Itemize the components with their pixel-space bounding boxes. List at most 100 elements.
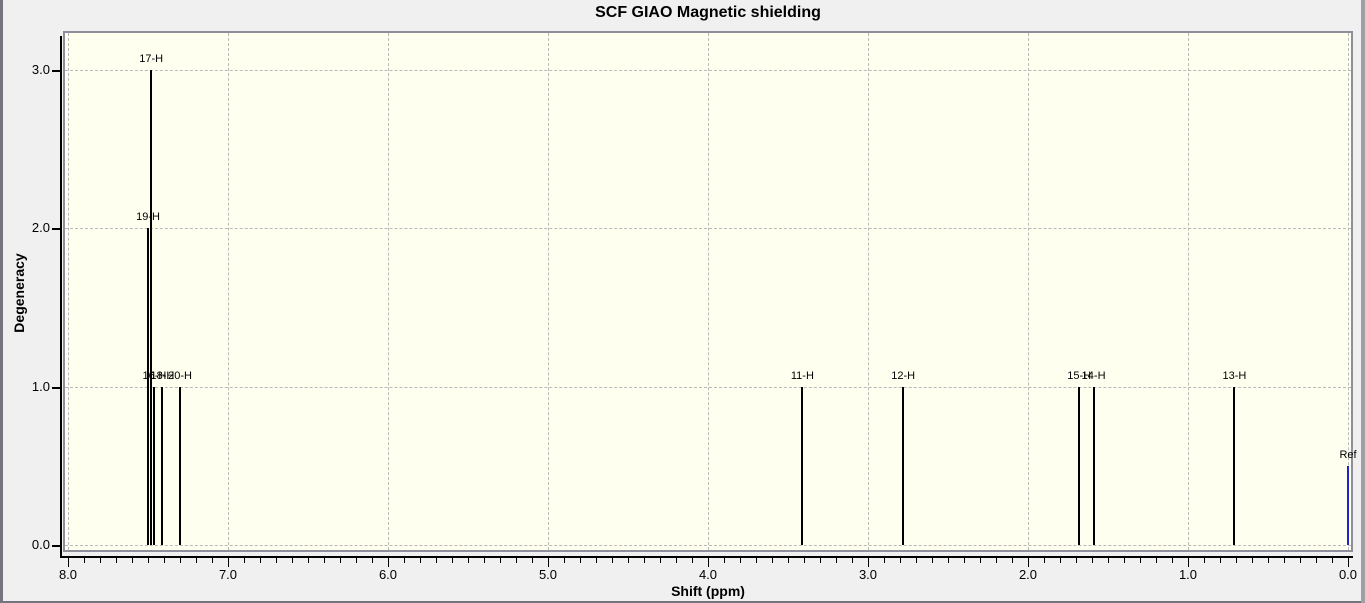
peak-line-16-H <box>153 386 156 545</box>
horizontal-gridline <box>65 545 1351 546</box>
peak-line-Ref <box>1347 465 1349 545</box>
x-tick-minor <box>1156 558 1157 563</box>
x-tick-minor <box>980 558 981 563</box>
horizontal-gridline <box>65 228 1351 230</box>
peak-label-13-H: 13-H <box>1222 369 1247 382</box>
x-tick-label: 5.0 <box>538 567 558 582</box>
x-tick-minor <box>948 558 949 563</box>
x-tick-minor <box>1124 558 1125 563</box>
x-tick-minor <box>740 558 741 563</box>
vertical-gridline <box>708 33 709 550</box>
x-tick-minor <box>1252 558 1253 563</box>
x-tick-minor <box>516 558 517 563</box>
x-tick-minor <box>1220 558 1221 563</box>
x-tick-minor <box>260 558 261 563</box>
peak-line-14-H <box>1092 386 1095 545</box>
x-tick-label: 2.0 <box>1018 567 1038 582</box>
x-tick-minor <box>836 558 837 563</box>
x-tick-minor <box>372 558 373 563</box>
x-tick-minor <box>452 558 453 563</box>
x-tick-major <box>1188 558 1189 567</box>
y-tick-label: 0.0 <box>31 537 50 552</box>
x-tick-minor <box>244 558 245 563</box>
x-tick-major <box>388 558 389 567</box>
peak-line-19-H <box>147 228 149 545</box>
peak-label-19-H: 19-H <box>136 211 160 224</box>
x-tick-minor <box>1012 558 1013 563</box>
vertical-gridline <box>1188 33 1189 550</box>
y-axis-title: Degeneracy <box>11 253 27 333</box>
x-tick-minor <box>404 558 405 563</box>
peak-line-13-H <box>1233 386 1236 545</box>
x-tick-minor <box>788 558 789 563</box>
x-tick-minor <box>1076 558 1077 563</box>
x-tick-minor <box>1092 558 1093 563</box>
window-border-bottom <box>0 601 1365 603</box>
x-tick-minor <box>212 558 213 563</box>
x-tick-minor <box>900 558 901 563</box>
x-tick-minor <box>180 558 181 563</box>
x-tick-label: 4.0 <box>698 567 718 582</box>
y-axis-line <box>60 36 62 557</box>
x-tick-minor <box>564 558 565 563</box>
vertical-gridline <box>868 33 869 550</box>
x-tick-major <box>548 558 549 567</box>
x-tick-minor <box>916 558 917 563</box>
x-tick-major <box>1028 558 1029 567</box>
x-tick-minor <box>468 558 469 563</box>
x-tick-minor <box>1236 558 1237 563</box>
peak-label-20-H: 20-H <box>168 369 192 382</box>
x-tick-minor <box>1332 558 1333 563</box>
x-tick-minor <box>500 558 501 563</box>
x-tick-minor <box>1140 558 1141 563</box>
x-tick-minor <box>1268 558 1269 563</box>
x-tick-minor <box>116 558 117 563</box>
x-tick-minor <box>628 558 629 563</box>
x-tick-minor <box>1044 558 1045 563</box>
y-tick-label: 1.0 <box>31 378 50 394</box>
x-tick-minor <box>996 558 997 563</box>
x-tick-minor <box>660 558 661 563</box>
x-tick-label: 6.0 <box>378 567 398 582</box>
x-tick-major <box>868 558 869 567</box>
x-tick-label: 7.0 <box>218 567 238 582</box>
x-tick-minor <box>932 558 933 563</box>
peak-label-17-H: 17-H <box>139 53 164 65</box>
y-tick-label: 2.0 <box>31 220 50 236</box>
vertical-gridline <box>1348 33 1349 550</box>
peak-line-11-H <box>801 386 804 545</box>
x-tick-minor <box>692 558 693 563</box>
x-tick-minor <box>772 558 773 563</box>
y-tick-label: 3.0 <box>31 62 50 77</box>
y-tick-major <box>52 545 60 547</box>
horizontal-gridline <box>65 386 1351 388</box>
x-tick-label: 3.0 <box>858 567 878 582</box>
x-tick-minor <box>884 558 885 563</box>
y-tick-major <box>52 228 60 231</box>
peak-label-16-H: 16-H <box>142 369 167 382</box>
horizontal-gridline <box>65 70 1351 71</box>
peak-label-12-H: 12-H <box>891 369 916 382</box>
x-tick-minor <box>100 558 101 563</box>
x-tick-label: 0.0 <box>1338 567 1358 582</box>
x-tick-label: 8.0 <box>58 567 78 582</box>
peak-line-12-H <box>902 386 905 545</box>
x-tick-minor <box>1300 558 1301 563</box>
x-tick-minor <box>596 558 597 563</box>
peak-label-18-H: 18-H <box>150 369 175 382</box>
x-tick-minor <box>820 558 821 563</box>
peak-line-17-H <box>150 70 153 545</box>
x-tick-minor <box>340 558 341 563</box>
x-tick-minor <box>852 558 853 563</box>
chart-title: SCF GIAO Magnetic shielding <box>595 4 821 21</box>
x-tick-major <box>708 558 709 567</box>
x-tick-minor <box>964 558 965 563</box>
x-axis-line <box>60 556 1353 558</box>
x-axis-title: Shift (ppm) <box>671 583 745 599</box>
peak-line-18-H <box>161 386 164 545</box>
x-tick-minor <box>292 558 293 563</box>
vertical-gridline <box>68 33 69 550</box>
window-border-left <box>0 0 3 603</box>
x-tick-minor <box>484 558 485 563</box>
